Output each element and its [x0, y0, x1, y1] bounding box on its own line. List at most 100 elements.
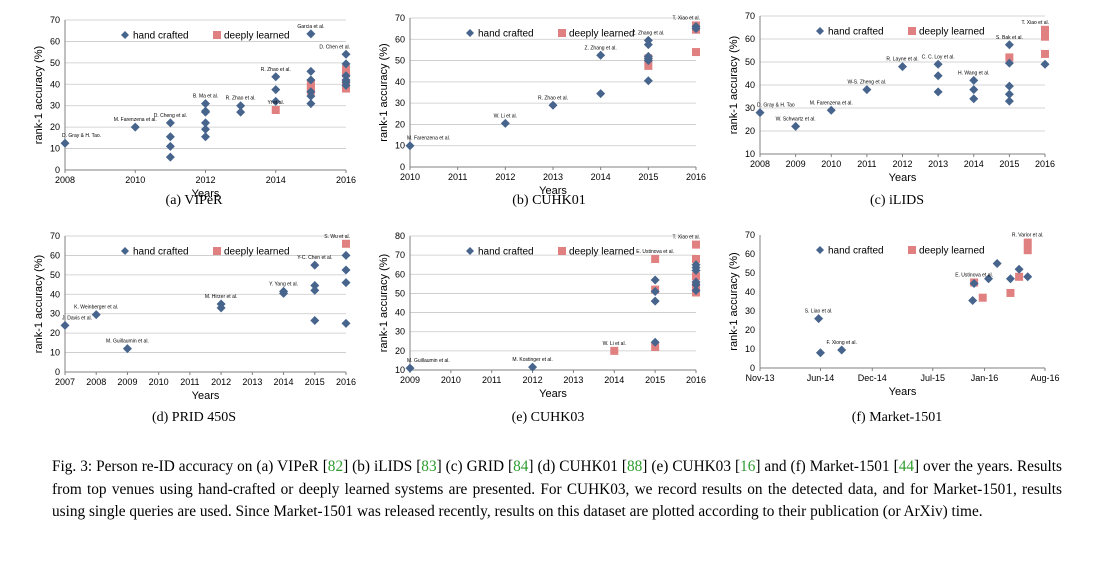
data-point-deeply-learned [271, 106, 280, 114]
legend-label-deeply-learned: deeply learned [569, 247, 635, 258]
point-annotation: Z. Zhang et al. [585, 45, 617, 51]
citation-link[interactable]: 83 [421, 458, 437, 475]
x-tick-label: 2009 [400, 375, 420, 385]
data-point-hand-crafted [201, 99, 210, 109]
point-annotation: E. Ustinova et al. [636, 249, 674, 255]
y-tick-label: 50 [745, 57, 755, 67]
point-annotation: M. Farenzena et al. [114, 117, 157, 123]
point-annotation: R. Zhao et al. [226, 96, 256, 102]
x-tick-label: 2015 [305, 377, 325, 387]
point-annotation: D. Cheng et al. [154, 113, 187, 119]
data-point-deeply-learned [1015, 272, 1024, 281]
data-point-hand-crafted [933, 59, 943, 69]
chart-panel: 0 10 20 30 40 50 60 70 2007 2008 2009 2010 2011 2012 2… [15, 228, 360, 413]
x-tick-label: 2014 [266, 175, 286, 185]
data-point-hand-crafted [650, 296, 660, 306]
y-tick-label: 0 [55, 367, 60, 377]
x-tick-label: 2016 [686, 375, 706, 385]
legend-label-hand-crafted: hand crafted [133, 31, 189, 42]
point-annotation: S. Wu et al. [324, 234, 350, 240]
point-annotation: J. Davis et al. [62, 315, 92, 321]
data-point-deeply-learned [651, 254, 660, 263]
point-annotation: W. Li et al. [603, 341, 626, 347]
data-point-hand-crafted [643, 76, 653, 86]
legend-marker-deeply-learned [558, 29, 566, 37]
citation-link[interactable]: 44 [898, 458, 914, 475]
y-tick-label: 0 [750, 363, 755, 373]
x-axis-title: Years [192, 390, 220, 402]
caption-text: ] and (f) Market-1501 [ [755, 458, 899, 475]
caption-text: ] (d) CUHK01 [ [528, 458, 627, 475]
point-annotation: K. Weinberger et al. [74, 305, 118, 311]
x-tick-label: Jul-15 [920, 373, 945, 383]
data-point-hand-crafted [306, 91, 316, 101]
y-tick-label: 60 [745, 34, 755, 44]
data-point-hand-crafted [201, 132, 210, 142]
y-axis-title: rank-1 accuracy (%) [728, 36, 740, 134]
legend-marker-hand-crafted [121, 247, 129, 255]
data-point-hand-crafted [60, 138, 70, 148]
data-point-hand-crafted [826, 105, 836, 115]
citation-link[interactable]: 88 [627, 458, 643, 475]
data-point-hand-crafted [650, 337, 660, 347]
x-tick-label: 2016 [336, 175, 356, 185]
data-point-hand-crafted [60, 320, 70, 330]
data-point-hand-crafted [122, 344, 132, 354]
data-point-hand-crafted [755, 108, 765, 118]
point-annotation: B. Ma et al. [193, 94, 218, 100]
legend-label-hand-crafted: hand crafted [133, 247, 189, 258]
data-point-hand-crafted [933, 71, 943, 81]
y-axis-title: rank-1 accuracy (%) [378, 43, 390, 141]
data-point-deeply-learned [1023, 238, 1032, 247]
data-point-hand-crafted [341, 278, 351, 288]
data-point-deeply-learned [692, 272, 700, 281]
scatter-chart: 10 20 30 40 50 60 70 2008 2009 2010 2011 2012 2013 20… [728, 11, 1055, 184]
data-point-hand-crafted [968, 296, 978, 306]
y-tick-label: 50 [395, 56, 405, 66]
y-tick-label: 40 [745, 80, 755, 90]
x-tick-label: 2016 [336, 377, 356, 387]
data-point-hand-crafted [91, 310, 101, 320]
x-tick-label: 2015 [638, 172, 658, 182]
legend-marker-deeply-learned [908, 246, 916, 254]
y-tick-label: 10 [745, 149, 755, 159]
legend-marker-deeply-learned [558, 247, 566, 255]
data-point-deeply-learned [1041, 25, 1049, 34]
data-point-deeply-learned [1041, 32, 1049, 41]
y-tick-label: 50 [50, 58, 60, 68]
data-point-hand-crafted [691, 265, 701, 275]
x-tick-label: 2008 [55, 175, 75, 185]
data-point-hand-crafted [310, 260, 320, 270]
y-axis-title: rank-1 accuracy (%) [728, 252, 740, 350]
x-tick-label: 2012 [523, 375, 543, 385]
data-point-hand-crafted [1040, 59, 1050, 69]
data-point-hand-crafted [341, 49, 351, 59]
x-tick-label: Dec-14 [858, 373, 887, 383]
y-tick-label: 40 [395, 77, 405, 87]
data-point-hand-crafted [165, 152, 175, 162]
data-point-hand-crafted [650, 275, 660, 285]
figure-panels: 0 10 20 30 40 50 60 70 2008 2010 2012 2014 2016 Years… [15, 11, 1065, 413]
y-tick-label: 40 [745, 287, 755, 297]
legend-label-hand-crafted: hand crafted [478, 247, 534, 258]
citation-link[interactable]: 82 [327, 458, 344, 475]
citation-link[interactable]: 84 [513, 458, 529, 475]
data-point-hand-crafted [201, 106, 210, 116]
chart-panel: 0 10 20 30 40 50 60 70 Nov-13 Jun-14 Dec-14 Jul-15 J… [720, 228, 1065, 413]
y-tick-label: 60 [745, 249, 755, 259]
legend-label-deeply-learned: deeply learned [919, 27, 985, 38]
y-tick-label: 20 [50, 328, 60, 338]
x-tick-label: 2014 [604, 375, 624, 385]
legend-label-deeply-learned: deeply learned [569, 29, 635, 40]
data-point-hand-crafted [969, 278, 979, 288]
citation-link[interactable]: 16 [740, 458, 756, 475]
data-point-deeply-learned [342, 65, 350, 74]
x-tick-label: Aug-16 [1030, 373, 1059, 383]
point-annotation: M. Guillaumin et al. [106, 339, 149, 345]
y-tick-label: 10 [745, 344, 755, 354]
y-tick-label: 10 [50, 144, 60, 154]
point-annotation: Y-C. Chen et al. [297, 255, 332, 261]
data-point-hand-crafted [165, 118, 175, 128]
data-point-deeply-learned [1006, 288, 1015, 297]
point-annotation: R. Zhao et al. [261, 67, 291, 73]
